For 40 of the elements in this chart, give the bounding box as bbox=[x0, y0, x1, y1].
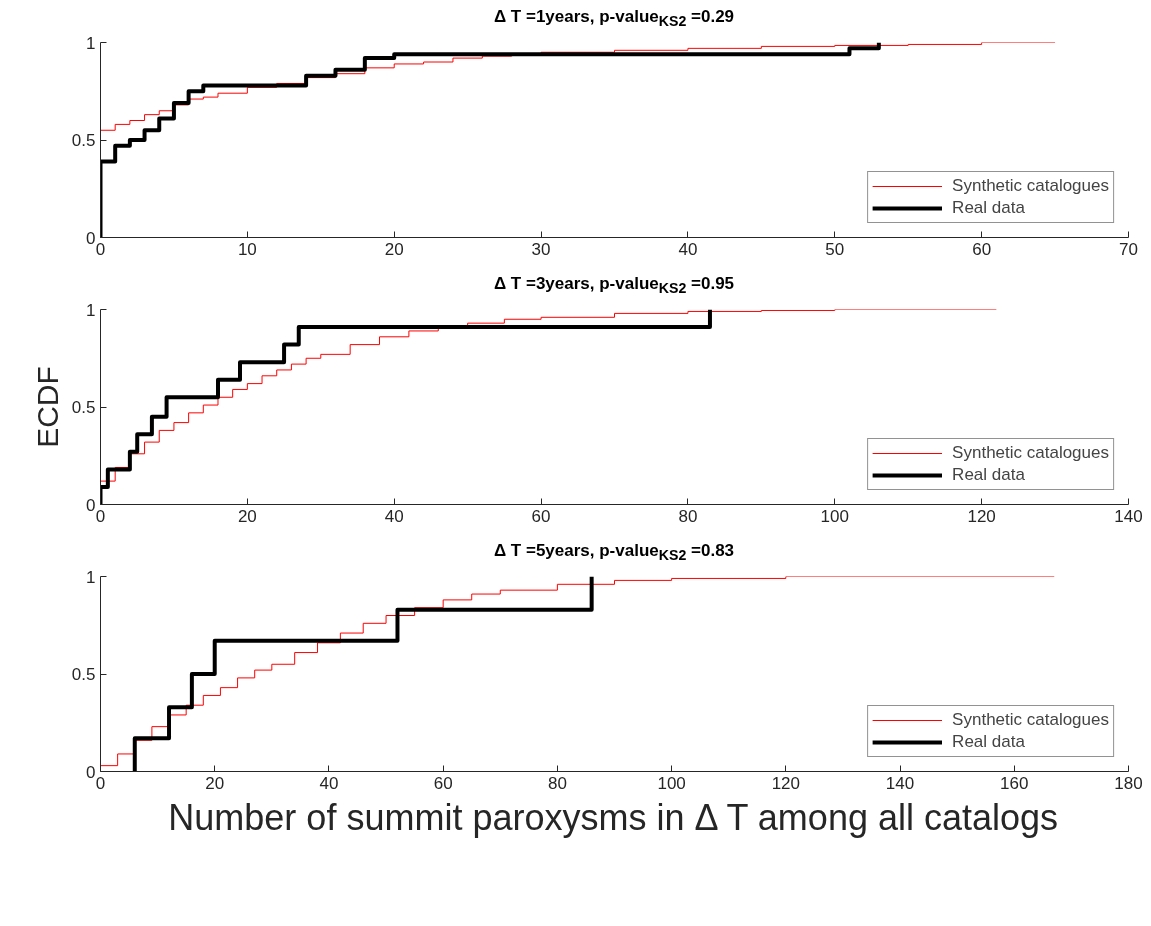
x-tick-label: 100 bbox=[657, 773, 686, 793]
legend-label: Synthetic catalogues bbox=[952, 176, 1109, 196]
y-axis-title: ECDF bbox=[30, 366, 64, 448]
x-tick-label: 20 bbox=[237, 506, 257, 526]
x-tick-label: 140 bbox=[885, 773, 915, 793]
x-tick-label: 40 bbox=[678, 239, 698, 259]
chart-title: Δ T =3years, p-value$_{KS2}$ =0.95 bbox=[492, 273, 736, 299]
x-tick-label: 40 bbox=[384, 506, 404, 526]
legend-label: Real data bbox=[952, 465, 1025, 485]
legend-label: Synthetic catalogues bbox=[952, 710, 1109, 730]
x-tick-label: 10 bbox=[237, 239, 257, 259]
y-tick-label: 1 bbox=[86, 567, 96, 587]
x-tick-label: 100 bbox=[820, 506, 849, 526]
x-tick-label: 80 bbox=[678, 506, 698, 526]
x-tick-label: 120 bbox=[771, 773, 801, 793]
y-tick-label: 0.5 bbox=[71, 398, 96, 417]
x-tick-label: 70 bbox=[1119, 239, 1138, 259]
chart-title: Δ T =5years, p-value$_{KS2}$ =0.83 bbox=[492, 540, 736, 566]
y-tick-label: 0.5 bbox=[71, 131, 96, 150]
x-axis-title: Number of summit paroxysms in Δ T among all catalogs bbox=[168, 796, 1059, 838]
x-tick-label: 60 bbox=[972, 239, 992, 259]
y-tick-label: 1 bbox=[86, 300, 96, 320]
x-tick-label: 160 bbox=[1000, 773, 1029, 793]
legend-label: Synthetic catalogues bbox=[952, 443, 1109, 463]
legend-label: Real data bbox=[952, 198, 1025, 218]
x-tick-label: 180 bbox=[1114, 773, 1143, 793]
x-tick-label: 140 bbox=[1114, 506, 1143, 526]
x-tick-label: 60 bbox=[433, 773, 453, 793]
x-tick-label: 50 bbox=[825, 239, 845, 259]
chart-title: Δ T =1years, p-value$_{KS2}$ =0.29 bbox=[492, 6, 736, 32]
legend-label: Real data bbox=[952, 732, 1025, 752]
x-tick-label: 60 bbox=[531, 506, 551, 526]
x-tick-label: 80 bbox=[547, 773, 567, 793]
x-tick-label: 20 bbox=[205, 773, 225, 793]
y-tick-label: 1 bbox=[86, 33, 96, 53]
x-tick-label: 40 bbox=[319, 773, 339, 793]
x-tick-label: 20 bbox=[384, 239, 404, 259]
x-tick-label: 30 bbox=[531, 239, 551, 259]
y-tick-label: 0.5 bbox=[71, 665, 96, 684]
x-tick-label: 120 bbox=[967, 506, 996, 526]
